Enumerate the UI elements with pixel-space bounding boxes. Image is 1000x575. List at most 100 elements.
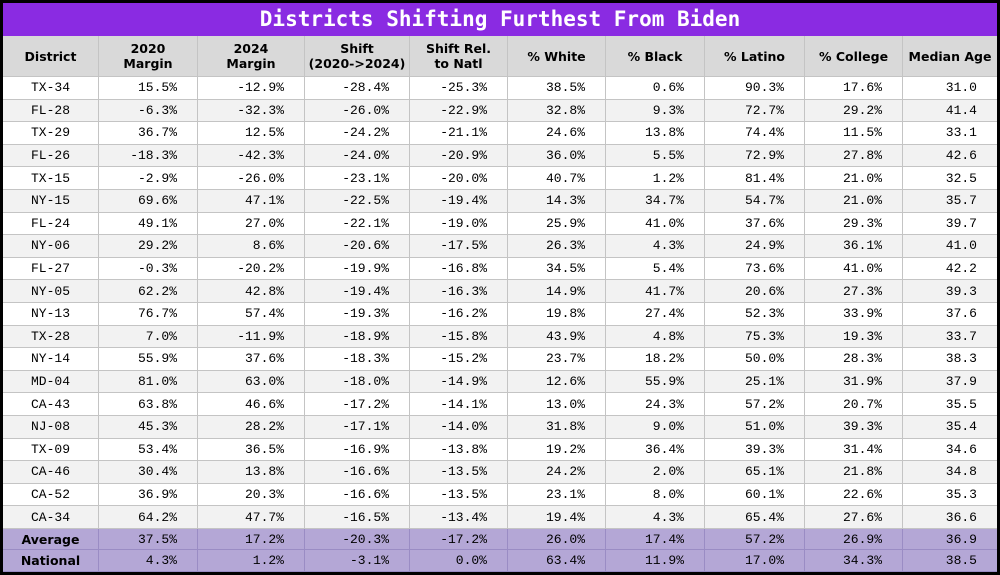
table-cell: 22.6%	[805, 483, 903, 507]
table-cell: 73.6%	[705, 257, 805, 281]
table-cell: 39.7	[903, 213, 997, 236]
table-cell: 57.2%	[705, 393, 805, 416]
table-cell: 52.3%	[705, 302, 805, 326]
table-cell: 20.7%	[805, 393, 903, 416]
table-cell: 18.2%	[606, 348, 705, 371]
footer-cell: 34.3%	[805, 550, 903, 572]
table-cell: 27.4%	[606, 302, 705, 326]
table-cell: 9.0%	[606, 415, 705, 439]
header-text: to Natl	[434, 56, 483, 71]
table-cell: -13.8%	[410, 438, 508, 462]
table-cell: 27.0%	[198, 212, 305, 236]
table-cell: -42.3%	[198, 144, 305, 168]
table-cell: 37.6%	[198, 348, 305, 371]
table-cell: 21.8%	[805, 461, 903, 484]
table-cell: 36.6	[903, 506, 997, 529]
header-text: 2020	[130, 41, 166, 56]
table-cell: -15.2%	[410, 348, 508, 371]
table-cell: NY-13	[3, 302, 99, 326]
footer-cell: 38.5	[903, 550, 997, 572]
table-cell: NY-15	[3, 189, 99, 213]
table-cell: 35.3	[903, 484, 997, 507]
table-cell: 29.2%	[99, 235, 198, 258]
table-cell: 47.1%	[198, 189, 305, 213]
table-cell: 27.3%	[805, 280, 903, 303]
table-cell: 36.4%	[606, 438, 705, 462]
header-text: % Black	[627, 48, 683, 64]
table-cell: 12.6%	[508, 370, 606, 394]
table-cell: -17.2%	[305, 393, 410, 416]
footer-cell: National	[3, 550, 99, 572]
table-cell: FL-24	[3, 212, 99, 236]
header-cell: 2024 Margin	[198, 36, 305, 77]
table-cell: 36.7%	[99, 122, 198, 145]
table-cell: 39.3%	[705, 438, 805, 462]
table-cell: 24.6%	[508, 122, 606, 145]
table-cell: 41.0	[903, 235, 997, 258]
table-cell: -16.5%	[305, 506, 410, 529]
table-cell: 9.3%	[606, 99, 705, 123]
table-cell: 72.7%	[705, 99, 805, 123]
table-cell: 12.5%	[198, 122, 305, 145]
table-cell: 32.8%	[508, 99, 606, 123]
table-cell: 34.5%	[508, 257, 606, 281]
header-cell: % College	[805, 36, 903, 77]
table-cell: 28.3%	[805, 348, 903, 371]
table-cell: 26.3%	[508, 235, 606, 258]
table-cell: 13.8%	[606, 122, 705, 145]
table-cell: 19.4%	[508, 506, 606, 529]
table-cell: -26.0%	[305, 99, 410, 123]
table-cell: 1.2%	[606, 167, 705, 190]
table-cell: 28.2%	[198, 415, 305, 439]
table-cell: 43.9%	[508, 325, 606, 349]
table-cell: -22.1%	[305, 212, 410, 236]
table-cell: -24.2%	[305, 122, 410, 145]
table-cell: 63.8%	[99, 393, 198, 416]
table-cell: 8.0%	[606, 483, 705, 507]
table-cell: TX-15	[3, 167, 99, 190]
table-cell: -24.0%	[305, 144, 410, 168]
table-cell: 75.3%	[705, 325, 805, 349]
header-text: 2024	[233, 41, 269, 56]
table-cell: 81.4%	[705, 167, 805, 190]
footer-cell: 0.0%	[410, 550, 508, 572]
table-cell: 27.6%	[805, 506, 903, 529]
table-cell: -18.3%	[99, 144, 198, 168]
table-cell: 37.6%	[705, 212, 805, 236]
table-cell: 31.4%	[805, 438, 903, 462]
header-text: Margin	[226, 56, 276, 71]
table-cell: -14.1%	[410, 393, 508, 416]
header-cell: % Latino	[705, 36, 805, 77]
footer-cell: 37.5%	[99, 528, 198, 551]
table-cell: 13.8%	[198, 461, 305, 484]
table-cell: 33.1	[903, 122, 997, 145]
table-cell: 27.8%	[805, 144, 903, 168]
table-cell: 24.3%	[606, 393, 705, 416]
table-cell: -16.2%	[410, 302, 508, 326]
table-cell: 65.4%	[705, 506, 805, 529]
table-cell: 90.3%	[705, 77, 805, 100]
table-cell: 35.4	[903, 415, 997, 439]
table-cell: 69.6%	[99, 189, 198, 213]
table-cell: 24.9%	[705, 235, 805, 258]
table-cell: -16.6%	[305, 483, 410, 507]
footer-cell: 11.9%	[606, 550, 705, 572]
table-cell: NY-06	[3, 235, 99, 258]
header-text: (2020->2024)	[308, 56, 406, 71]
table-cell: 19.2%	[508, 438, 606, 462]
table-cell: 47.7%	[198, 506, 305, 529]
footer-cell: 1.2%	[198, 550, 305, 572]
table-cell: -22.5%	[305, 189, 410, 213]
table-cell: 4.3%	[606, 235, 705, 258]
table-cell: 30.4%	[99, 461, 198, 484]
table-cell: 21.0%	[805, 189, 903, 213]
footer-cell: 17.0%	[705, 550, 805, 572]
header-text: % White	[527, 48, 586, 64]
table-cell: 37.9	[903, 370, 997, 394]
header-cell: 2020 Margin	[99, 36, 198, 77]
table-cell: 38.5%	[508, 77, 606, 100]
table-cell: 81.0%	[99, 370, 198, 394]
table-cell: -19.3%	[305, 302, 410, 326]
table-cell: -12.9%	[198, 77, 305, 100]
